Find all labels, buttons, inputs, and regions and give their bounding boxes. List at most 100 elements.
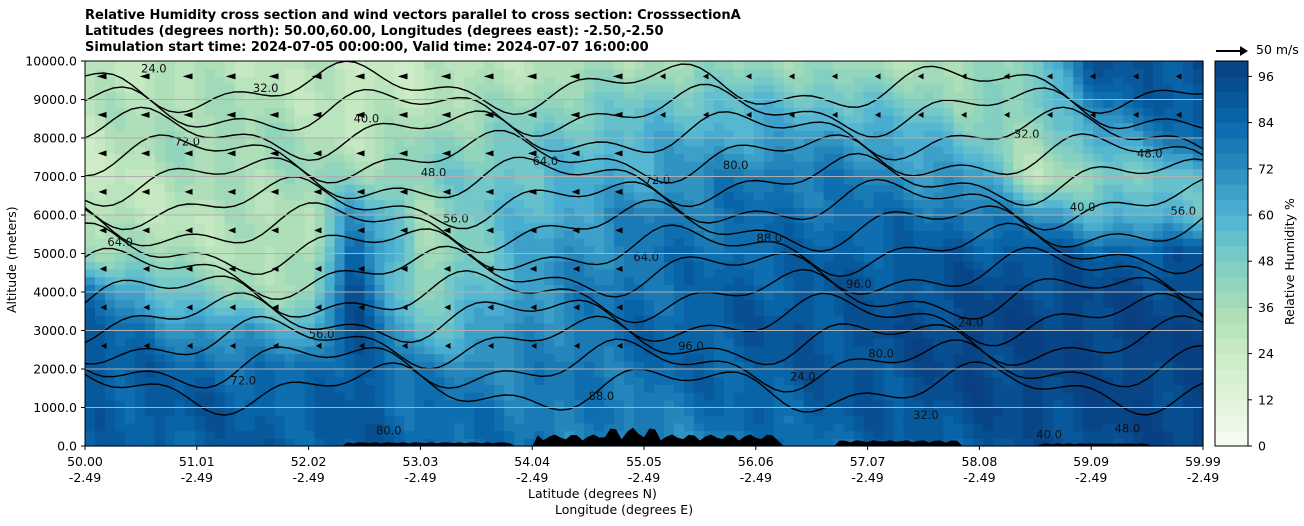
rh-cell bbox=[264, 84, 276, 93]
rh-cell bbox=[1013, 168, 1024, 178]
rh-cell bbox=[324, 338, 336, 347]
rh-cell bbox=[1053, 384, 1064, 393]
rh-cell bbox=[354, 153, 366, 162]
rh-cell bbox=[384, 191, 396, 201]
rh-cell bbox=[224, 130, 236, 139]
rh-cell bbox=[524, 392, 535, 401]
rh-cell bbox=[594, 268, 605, 278]
rh-cell bbox=[1043, 245, 1054, 255]
rh-cell bbox=[803, 399, 815, 409]
rh-cell bbox=[604, 384, 615, 393]
rh-cell bbox=[204, 430, 216, 439]
rh-cell bbox=[434, 284, 445, 293]
rh-cell bbox=[1063, 261, 1074, 270]
rh-cell bbox=[1013, 399, 1024, 409]
rh-cell bbox=[104, 138, 116, 147]
rh-cell bbox=[114, 122, 126, 131]
rh-cell bbox=[334, 430, 346, 439]
rh-cell bbox=[544, 230, 555, 239]
rh-cell bbox=[404, 107, 416, 116]
rh-cell bbox=[434, 76, 445, 85]
rh-cell bbox=[354, 91, 366, 101]
rh-cell bbox=[384, 438, 396, 447]
rh-cell bbox=[224, 415, 236, 424]
rh-cell bbox=[244, 322, 256, 332]
rh-cell bbox=[743, 415, 755, 424]
rh-cell bbox=[853, 407, 865, 416]
rh-cell bbox=[524, 292, 535, 301]
rh-cell bbox=[753, 307, 765, 316]
rh-cell bbox=[1003, 191, 1014, 201]
rh-cell bbox=[813, 407, 825, 416]
rh-cell bbox=[803, 330, 815, 339]
rh-cell bbox=[703, 76, 715, 85]
rh-cell bbox=[504, 361, 515, 370]
rh-cell bbox=[274, 430, 286, 439]
rh-cell bbox=[544, 284, 555, 293]
rh-cell bbox=[104, 261, 116, 270]
rh-cell bbox=[564, 276, 575, 285]
rh-cell bbox=[324, 307, 336, 316]
rh-cell bbox=[464, 422, 475, 432]
rh-cell bbox=[184, 138, 196, 147]
rh-cell bbox=[584, 330, 595, 339]
rh-cell bbox=[673, 353, 685, 362]
rh-cell bbox=[903, 245, 915, 255]
rh-cell bbox=[354, 399, 366, 409]
rh-cell bbox=[474, 407, 485, 416]
rh-cell bbox=[753, 245, 765, 255]
rh-cell bbox=[424, 199, 435, 208]
rh-cell bbox=[164, 276, 176, 285]
rh-cell bbox=[683, 330, 695, 339]
rh-cell bbox=[544, 91, 555, 101]
rh-cell bbox=[983, 392, 994, 401]
rh-cell bbox=[963, 145, 975, 154]
rh-cell bbox=[683, 276, 695, 285]
rh-cell bbox=[1003, 184, 1014, 193]
rh-cell bbox=[254, 99, 266, 108]
rh-cell bbox=[983, 215, 994, 224]
rh-cell bbox=[584, 407, 595, 416]
rh-cell bbox=[653, 168, 665, 178]
rh-cell bbox=[574, 345, 585, 355]
rh-cell bbox=[963, 68, 975, 77]
rh-cell bbox=[224, 407, 236, 416]
rh-cell bbox=[114, 138, 126, 147]
rh-cell bbox=[883, 276, 895, 285]
rh-cell bbox=[304, 245, 316, 255]
rh-cell bbox=[753, 384, 765, 393]
rh-cell bbox=[614, 430, 625, 439]
rh-cell bbox=[653, 138, 665, 147]
rh-cell bbox=[474, 176, 485, 185]
rh-cell bbox=[614, 361, 625, 370]
rh-cell bbox=[943, 407, 955, 416]
rh-cell bbox=[893, 238, 905, 247]
rh-cell bbox=[693, 76, 705, 85]
rh-cell bbox=[893, 153, 905, 162]
rh-cell bbox=[234, 68, 246, 77]
rh-cell bbox=[703, 392, 715, 401]
rh-cell bbox=[554, 207, 565, 216]
rh-cell bbox=[634, 107, 645, 116]
rh-cell bbox=[763, 230, 775, 239]
rh-cell bbox=[763, 261, 775, 270]
rh-cell bbox=[314, 130, 326, 139]
rh-cell bbox=[264, 422, 276, 432]
rh-cell bbox=[753, 276, 765, 285]
rh-cell bbox=[1013, 153, 1024, 162]
rh-cell bbox=[663, 330, 675, 339]
rh-cell bbox=[843, 91, 855, 101]
rh-cell bbox=[793, 76, 805, 85]
rh-cell bbox=[1043, 338, 1054, 347]
rh-cell bbox=[214, 122, 226, 131]
rh-cell bbox=[85, 91, 96, 101]
rh-cell bbox=[174, 207, 186, 216]
rh-cell bbox=[604, 114, 615, 124]
rh-cell bbox=[584, 384, 595, 393]
rh-cell bbox=[384, 145, 396, 154]
rh-cell bbox=[663, 161, 675, 170]
rh-cell bbox=[693, 91, 705, 101]
rh-cell bbox=[1053, 161, 1064, 170]
rh-cell bbox=[164, 376, 176, 385]
rh-cell bbox=[254, 307, 266, 316]
